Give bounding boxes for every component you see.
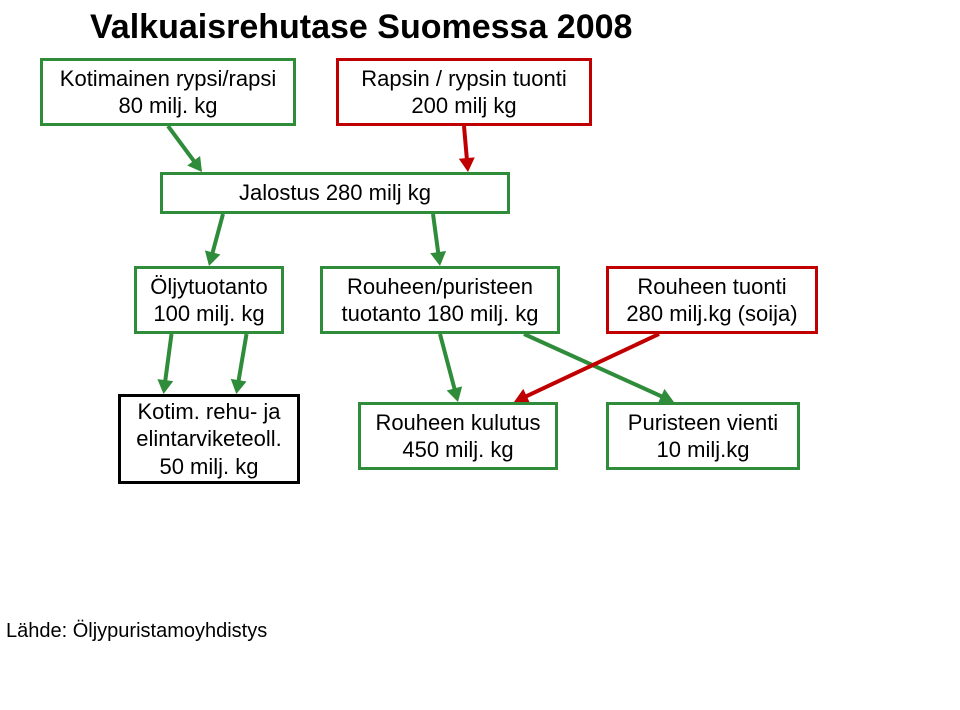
node-rouhepuriste: Rouheen/puristeen tuotanto 180 milj. kg (320, 266, 560, 334)
kasvu-logo: KASVUOHJELMA (740, 590, 940, 690)
node-kotimainen: Kotimainen rypsi/rapsi 80 milj. kg (40, 58, 296, 126)
source-footer: Lähde: Öljypuristamoyhdistys (6, 620, 267, 643)
page-title: Valkuaisrehutase Suomessa 2008 (90, 8, 632, 47)
node-kulutus: Rouheen kulutus 450 milj. kg (358, 402, 558, 470)
node-jalostus: Jalostus 280 milj kg (160, 172, 510, 214)
node-oljy: Öljytuotanto 100 milj. kg (134, 266, 284, 334)
node-rapsin: Rapsin / rypsin tuonti 200 milj kg (336, 58, 592, 126)
node-kotim: Kotim. rehu- ja elintarviketeoll. 50 mil… (118, 394, 300, 484)
node-vienti: Puristeen vienti 10 milj.kg (606, 402, 800, 470)
node-rtuonti: Rouheen tuonti 280 milj.kg (soija) (606, 266, 818, 334)
